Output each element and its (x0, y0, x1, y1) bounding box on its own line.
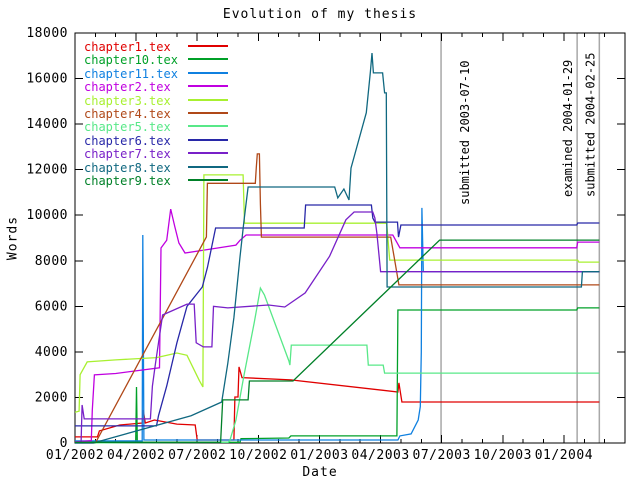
y-tick-label: 14000 (26, 117, 68, 132)
y-tick-label: 8000 (35, 254, 68, 269)
series-chapter11-tex-line (75, 207, 600, 442)
annotation-label-2: examined 2004-01-29 (561, 60, 575, 197)
x-tick-label: 10/2003 (474, 448, 532, 463)
y-tick-label: 0 (60, 436, 68, 451)
series-chapter3-tex-line (74, 174, 600, 413)
legend-label: chapter4.tex (84, 107, 171, 121)
series-chapter6-tex-line (75, 204, 600, 427)
series-chapter7-tex-line (74, 211, 600, 444)
y-tick-label: 16000 (26, 72, 68, 87)
legend-line-swatch (188, 165, 228, 168)
x-axis-label: Date (302, 465, 338, 480)
y-tick-label: 10000 (26, 208, 68, 223)
series-chapter2-tex-line (74, 208, 600, 443)
chart-title: Evolution of my thesis (222, 7, 418, 22)
x-tick-label: 04/2002 (107, 448, 165, 463)
legend-line-swatch (188, 138, 228, 141)
annotation-label-3: submitted 2004-02-25 (583, 53, 597, 198)
x-tick-label: 01/2003 (290, 448, 348, 463)
series-chapter5-tex-line (74, 286, 600, 444)
legend-entry-chapter10-tex: chapter10.tex (84, 53, 234, 68)
legend-label: chapter2.tex (84, 80, 171, 95)
x-tick-label: 10/2002 (229, 448, 287, 463)
annotation-label-1: submitted 2003-07-10 (458, 61, 472, 206)
x-tick-label: 01/2004 (535, 448, 593, 463)
legend-line-swatch (188, 98, 228, 101)
legend-entry-chapter4-tex: chapter4.tex (84, 107, 234, 121)
legend-entry-chapter6-tex: chapter6.tex (84, 133, 234, 148)
legend-entry-chapter9-tex: chapter9.tex (84, 174, 234, 188)
series-chapter10-tex-line (75, 307, 600, 443)
legend-entry-chapter5-tex: chapter5.tex (84, 120, 234, 135)
legend-entry-chapter1-tex: chapter1.tex (84, 40, 234, 54)
legend-label: chapter1.tex (84, 40, 171, 54)
legend-line-swatch (188, 125, 228, 128)
legend-line-swatch (188, 112, 228, 114)
legend-line-swatch (188, 179, 228, 181)
y-tick-label: 12000 (26, 163, 68, 178)
legend-label: chapter10.tex (84, 53, 178, 68)
legend-label: chapter11.tex (84, 66, 178, 81)
x-tick-label: 07/2002 (168, 448, 226, 463)
legend-line-swatch (188, 152, 228, 155)
y-tick-label: 4000 (35, 345, 68, 360)
series-chapter4-tex-line (75, 153, 600, 444)
plot-border (74, 32, 626, 444)
y-tick-label: 18000 (26, 26, 68, 41)
legend-line-swatch (188, 71, 228, 74)
legend-entry-chapter8-tex: chapter8.tex (84, 160, 234, 175)
legend-label: chapter8.tex (84, 160, 171, 175)
legend-line-swatch (188, 45, 228, 47)
y-tick-label: 6000 (35, 299, 68, 314)
x-tick-label: 01/2002 (46, 448, 104, 463)
legend-label: chapter9.tex (84, 174, 171, 188)
legend-label: chapter5.tex (84, 120, 171, 135)
legend-entry-chapter7-tex: chapter7.tex (84, 147, 234, 162)
legend-line-swatch (188, 85, 228, 88)
y-axis-label: Words (5, 215, 21, 261)
legend-label: chapter3.tex (84, 93, 171, 108)
legend-entry-chapter11-tex: chapter11.tex (84, 66, 234, 81)
x-tick-label: 07/2003 (413, 448, 471, 463)
series-chapter9-tex-line (75, 239, 600, 443)
series-chapter8-tex-line (75, 52, 600, 444)
y-tick-label: 2000 (35, 390, 68, 405)
legend-entry-chapter3-tex: chapter3.tex (84, 93, 234, 108)
legend-entry-chapter2-tex: chapter2.tex (84, 80, 234, 95)
legend-line-swatch (188, 58, 228, 61)
legend-label: chapter6.tex (84, 133, 171, 148)
x-tick-label: 04/2003 (351, 448, 409, 463)
legend-label: chapter7.tex (84, 147, 171, 162)
